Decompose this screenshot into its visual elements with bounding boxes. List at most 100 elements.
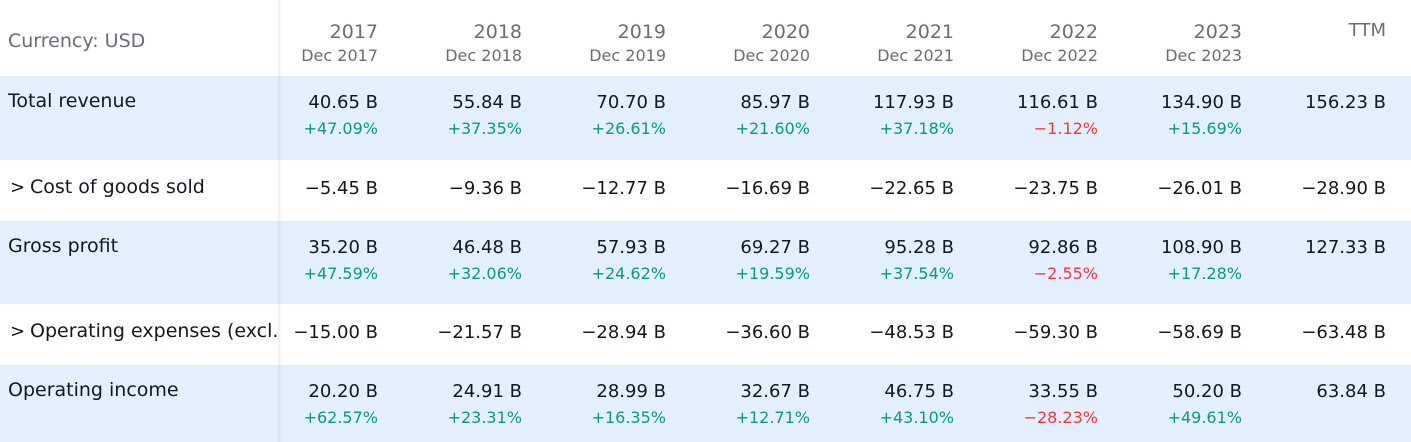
row-label: Cost of goods sold: [30, 176, 205, 198]
cell-value: 92.86 B: [1028, 237, 1098, 258]
column-header-2017: 2017 Dec 2017: [278, 0, 422, 76]
row-label-cell[interactable]: > Cost of goods sold: [0, 160, 278, 221]
cell-value: 32.67 B: [740, 381, 810, 402]
value-cell: 117.93 B +37.18%: [854, 76, 998, 160]
value-cell: −16.69 B: [710, 160, 854, 221]
cell-value: −48.53 B: [869, 322, 954, 343]
column-period: Dec 2021: [877, 46, 954, 65]
value-cell: −58.69 B: [1142, 304, 1286, 365]
table-row-cost-of-goods-sold[interactable]: > Cost of goods sold −5.45 B −9.36 B −12.…: [0, 160, 1411, 221]
value-cell: 70.70 B +26.61%: [566, 76, 710, 160]
value-cell: −9.36 B: [422, 160, 566, 221]
cell-change: +12.71%: [735, 408, 810, 427]
value-cell: 95.28 B +37.54%: [854, 221, 998, 304]
cell-value: −22.65 B: [869, 178, 954, 199]
cell-change: +47.59%: [303, 264, 378, 283]
cell-change: −28.23%: [1023, 408, 1098, 427]
row-label: Operating income: [8, 379, 179, 401]
cell-value: 40.65 B: [308, 92, 378, 113]
value-cell: 40.65 B +47.09%: [278, 76, 422, 160]
value-cell: 69.27 B +19.59%: [710, 221, 854, 304]
cell-value: 108.90 B: [1160, 237, 1242, 258]
cell-change: +37.35%: [447, 119, 522, 138]
cell-value: −36.60 B: [725, 322, 810, 343]
value-cell: 85.97 B +21.60%: [710, 76, 854, 160]
cell-value: 69.27 B: [740, 237, 810, 258]
column-header-ttm: TTM: [1286, 0, 1411, 76]
cell-value: 46.75 B: [884, 381, 954, 402]
value-cell: 24.91 B +23.31%: [422, 365, 566, 442]
cell-change: −2.55%: [1033, 264, 1098, 283]
cell-change: +49.61%: [1167, 408, 1242, 427]
value-cell: 134.90 B +15.69%: [1142, 76, 1286, 160]
column-header-2022: 2022 Dec 2022: [998, 0, 1142, 76]
ttm-cell: 127.33 B: [1286, 221, 1411, 304]
currency-label: Currency: USD: [8, 30, 146, 52]
chevron-right-icon[interactable]: >: [10, 177, 26, 198]
cell-value: −9.36 B: [448, 178, 522, 199]
cell-value: 28.99 B: [596, 381, 666, 402]
table-row-total-revenue: Total revenue 40.65 B +47.09% 55.84 B +37.…: [0, 76, 1411, 160]
value-cell: −22.65 B: [854, 160, 998, 221]
cell-value: 116.61 B: [1016, 92, 1098, 113]
cell-value: 24.91 B: [452, 381, 522, 402]
cell-value: 117.93 B: [872, 92, 954, 113]
ttm-cell: −63.48 B: [1286, 304, 1411, 365]
cell-value: 95.28 B: [884, 237, 954, 258]
cell-value: 20.20 B: [308, 381, 378, 402]
value-cell: 20.20 B +62.57%: [278, 365, 422, 442]
ttm-value: −28.90 B: [1301, 178, 1386, 199]
cell-value: 50.20 B: [1172, 381, 1242, 402]
cell-change: +21.60%: [735, 119, 810, 138]
cell-change: +17.28%: [1167, 264, 1242, 283]
column-year: 2022: [1049, 21, 1098, 43]
cell-change: +47.09%: [303, 119, 378, 138]
column-header-2018: 2018 Dec 2018: [422, 0, 566, 76]
column-period: Dec 2017: [301, 46, 378, 65]
ttm-label: TTM: [1348, 20, 1386, 41]
column-year: 2017: [329, 21, 378, 43]
column-period: Dec 2018: [445, 46, 522, 65]
ttm-cell: 156.23 B: [1286, 76, 1411, 160]
value-cell: 108.90 B +17.28%: [1142, 221, 1286, 304]
column-period: Dec 2022: [1021, 46, 1098, 65]
cell-change: +32.06%: [447, 264, 522, 283]
chevron-right-icon[interactable]: >: [10, 321, 26, 342]
value-cell: −23.75 B: [998, 160, 1142, 221]
value-cell: 116.61 B −1.12%: [998, 76, 1142, 160]
cell-change: +43.10%: [879, 408, 954, 427]
cell-change: +23.31%: [447, 408, 522, 427]
ttm-cell: 63.84 B: [1286, 365, 1411, 442]
value-cell: 57.93 B +24.62%: [566, 221, 710, 304]
column-period: Dec 2020: [733, 46, 810, 65]
cell-value: −12.77 B: [581, 178, 666, 199]
column-header-2019: 2019 Dec 2019: [566, 0, 710, 76]
column-year: 2018: [473, 21, 522, 43]
cell-change: +62.57%: [303, 408, 378, 427]
cell-change: +26.61%: [591, 119, 666, 138]
cell-value: 134.90 B: [1160, 92, 1242, 113]
cell-value: 85.97 B: [740, 92, 810, 113]
value-cell: 92.86 B −2.55%: [998, 221, 1142, 304]
value-cell: 46.75 B +43.10%: [854, 365, 998, 442]
cell-value: −16.69 B: [725, 178, 810, 199]
value-cell: 33.55 B −28.23%: [998, 365, 1142, 442]
column-header-2023: 2023 Dec 2023: [1142, 0, 1286, 76]
cell-change: +37.18%: [879, 119, 954, 138]
row-label-cell[interactable]: > Operating expenses (excl.: [0, 304, 278, 365]
cell-value: −15.00 B: [293, 322, 378, 343]
cell-value: −21.57 B: [437, 322, 522, 343]
cell-value: 33.55 B: [1028, 381, 1098, 402]
value-cell: −26.01 B: [1142, 160, 1286, 221]
ttm-value: 156.23 B: [1304, 92, 1386, 113]
value-cell: −36.60 B: [710, 304, 854, 365]
table-row-operating-expenses[interactable]: > Operating expenses (excl. −15.00 B −21.…: [0, 304, 1411, 365]
column-year: 2020: [761, 21, 810, 43]
cell-value: 35.20 B: [308, 237, 378, 258]
cell-value: −59.30 B: [1013, 322, 1098, 343]
column-year: 2021: [905, 21, 954, 43]
table-header: Currency: USD 2017 Dec 2017 2018 Dec 201…: [0, 0, 1411, 76]
value-cell: 35.20 B +47.59%: [278, 221, 422, 304]
value-cell: 50.20 B +49.61%: [1142, 365, 1286, 442]
